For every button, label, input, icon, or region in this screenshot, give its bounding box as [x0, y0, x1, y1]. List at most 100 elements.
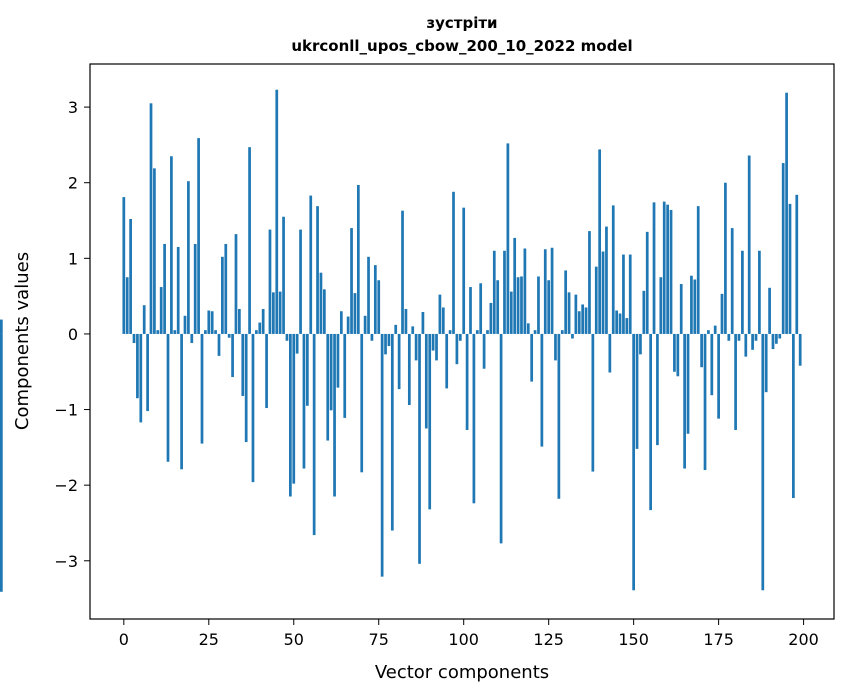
bar-190: [768, 287, 771, 334]
bar-76: [380, 333, 384, 577]
bar-172: [707, 330, 710, 334]
bar-155: [649, 333, 652, 511]
bar-95: [445, 333, 449, 389]
bar-188: [761, 333, 765, 591]
bar-19: [187, 181, 190, 334]
y-tick-label: −3: [54, 552, 78, 571]
bar-42: [265, 333, 268, 409]
bar-85: [411, 326, 415, 334]
bar-57: [316, 206, 319, 334]
bar-80: [394, 324, 398, 334]
bar-32: [231, 333, 234, 378]
bar-117: [520, 276, 523, 334]
bar-34: [238, 308, 241, 334]
bar-171: [703, 333, 707, 471]
bar-199: [798, 333, 802, 366]
bar-55: [309, 195, 313, 334]
bar-61: [329, 333, 333, 411]
bar-78: [387, 333, 391, 347]
bar-150: [632, 333, 635, 591]
bar-59: [322, 289, 326, 334]
bar-100: [462, 207, 466, 334]
bar-65: [343, 333, 347, 418]
bar-75: [377, 280, 381, 334]
bar-87: [418, 333, 421, 564]
bar-184: [747, 155, 751, 334]
bar-163: [676, 333, 680, 377]
bar-146: [618, 313, 622, 334]
bar-33: [234, 234, 238, 334]
bar-157: [656, 333, 659, 446]
bar-53: [302, 333, 306, 469]
bar-71: [363, 315, 367, 334]
bar-159: [662, 201, 666, 334]
bar-89: [424, 333, 428, 429]
bar-126: [550, 247, 554, 334]
bar-183: [744, 333, 748, 357]
bar-137: [588, 231, 591, 334]
plot-frame: [89, 63, 835, 620]
bar-106: [482, 333, 486, 369]
bar-37: [248, 147, 251, 334]
bar-145: [615, 310, 619, 334]
bar-130: [564, 270, 568, 334]
bar-174: [713, 325, 717, 334]
bar-128: [557, 333, 561, 499]
bar-112: [503, 250, 506, 334]
bar-119: [526, 323, 530, 334]
bar-43: [268, 229, 272, 334]
bar-24: [204, 330, 207, 334]
bar-153: [642, 290, 646, 334]
bar-11: [159, 287, 163, 334]
bar-82: [401, 210, 404, 334]
bar-30: [224, 243, 228, 334]
bar-143: [608, 333, 612, 373]
bar-103: [472, 333, 476, 504]
bar-21: [193, 243, 197, 334]
x-tick-label: 75: [369, 630, 389, 649]
bar-131: [567, 292, 571, 334]
bar-166: [686, 333, 690, 434]
bar-39: [255, 330, 258, 334]
y-tick-label: 0: [68, 325, 78, 344]
bar-161: [669, 209, 673, 334]
bar-140: [598, 149, 602, 334]
bar-13: [166, 333, 170, 462]
bar-63: [336, 333, 340, 388]
y-tick-label: −2: [54, 476, 78, 495]
bar-178: [727, 333, 731, 341]
bar-147: [622, 254, 625, 334]
bar-142: [605, 226, 608, 334]
bar-91: [431, 333, 435, 351]
bar-104: [475, 330, 479, 334]
bar-88: [421, 312, 425, 334]
bar-64: [339, 311, 343, 334]
x-tick-label: 0: [119, 630, 129, 649]
bar-138: [591, 333, 595, 472]
bar-114: [509, 291, 513, 334]
bar-28: [217, 333, 221, 356]
y-axis-label: Components values: [12, 252, 33, 430]
bar-16: [176, 246, 180, 334]
bar-25: [207, 310, 211, 334]
y-tick-label: 1: [68, 249, 78, 268]
bar-151: [635, 333, 639, 449]
bar-81: [397, 333, 401, 390]
bar-92: [435, 333, 438, 361]
bar-67: [350, 228, 353, 334]
bar-191: [771, 333, 775, 350]
bar-49: [289, 333, 292, 497]
bar-22: [197, 138, 200, 334]
bar-10: [156, 330, 160, 334]
chart-title: зустріти: [426, 14, 497, 32]
bar-197: [792, 333, 795, 499]
bar-74: [373, 265, 377, 334]
x-tick-label: 200: [788, 630, 819, 649]
bar-51: [295, 333, 299, 354]
x-axis-ticks: 0 25 50 75 100 125 150 175 200: [119, 619, 819, 649]
bar-6: [142, 305, 146, 334]
bar-36: [244, 333, 248, 443]
bar-7: [146, 333, 149, 412]
bar-118: [523, 248, 527, 334]
bar-50: [292, 333, 296, 484]
